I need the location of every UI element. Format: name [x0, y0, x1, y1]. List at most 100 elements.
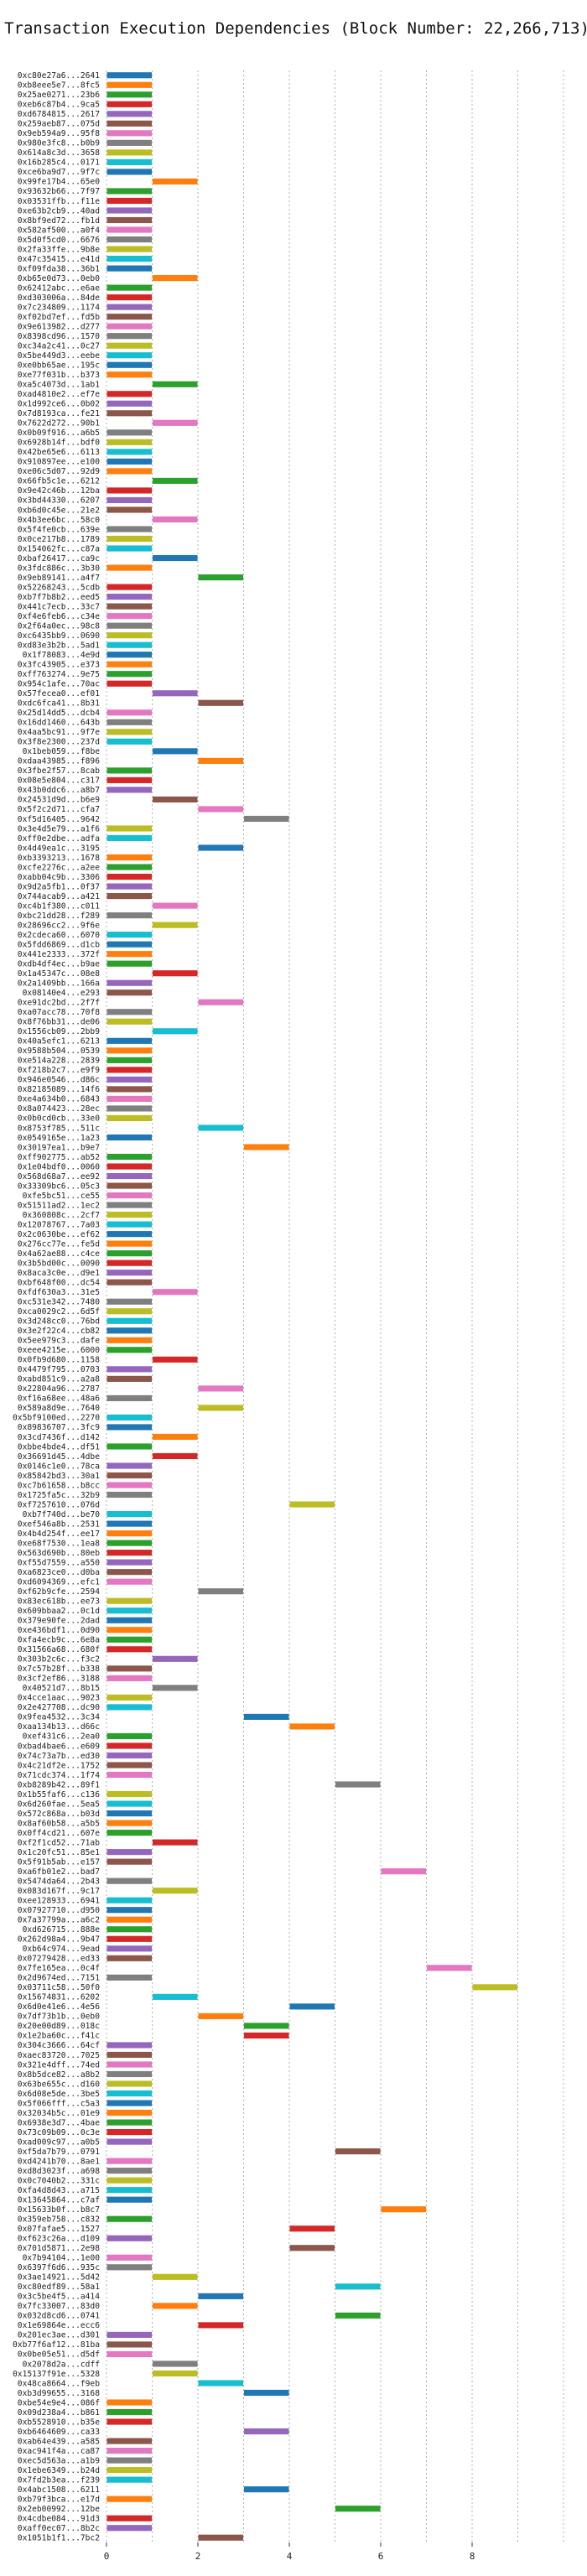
dependency-bar [153, 902, 198, 909]
row-label: 0xb64c974...9ead [23, 1945, 100, 1954]
dependency-bar [153, 2303, 198, 2309]
row-label: 0x3d248cc0...76bd [18, 1317, 100, 1327]
dependency-bar [289, 1501, 335, 1508]
row-label: 0xe514a228...2839 [18, 1057, 100, 1066]
row-label: 0x62412abc...e6ae [18, 283, 100, 293]
row-label: 0x25d14dd5...dcb4 [18, 709, 100, 718]
dependency-bar [153, 2370, 198, 2377]
dependency-bar [335, 2506, 381, 2512]
row-label-layer: 0xc80e27a6...26410xb8eee5e7...8fc50x25ae… [13, 71, 100, 2542]
dependency-bar [106, 81, 152, 88]
dependency-bar [106, 1820, 152, 1826]
row-label: 0xfdf630a3...31e5 [18, 1288, 100, 1297]
row-label: 0x0ce217b8...1789 [18, 535, 100, 544]
dependency-bar [106, 932, 152, 938]
dependency-bar [106, 825, 152, 832]
dependency-bar [106, 1482, 152, 1488]
dependency-bar [106, 91, 152, 98]
row-label: 0x1d992ce6...0b02 [18, 400, 100, 409]
dependency-bar [244, 2428, 289, 2435]
row-label: 0xe77f031b...b373 [18, 371, 100, 380]
dependency-bar [106, 139, 152, 146]
row-label: 0xbad4bae6...e609 [18, 1742, 100, 1751]
dependency-bar [106, 1916, 152, 1923]
dependency-bar [106, 2264, 152, 2271]
dependency-bar [289, 2225, 335, 2232]
row-label: 0x1f78083...4e9d [23, 651, 100, 660]
row-label: 0xbf648f00...dc54 [18, 1279, 100, 1288]
dependency-bar [289, 2003, 335, 2010]
row-label: 0x66fb5c1e...6212 [18, 477, 100, 486]
row-label: 0x31566a68...680f [18, 1645, 100, 1654]
dependency-bar [106, 468, 152, 475]
dependency-bar [106, 1105, 152, 1112]
dependency-bar [106, 584, 152, 590]
dependency-bar [153, 419, 198, 426]
row-label: 0xd6784815...2617 [18, 110, 100, 119]
dependency-bar [106, 2080, 152, 2087]
row-label: 0x304c3666...64cf [18, 2041, 100, 2050]
row-label: 0x51511ad2...1ec2 [18, 1201, 100, 1210]
dependency-bar [106, 2196, 152, 2203]
dependency-bar [106, 2109, 152, 2116]
row-label: 0x582af500...a0f4 [18, 226, 100, 235]
row-label: 0x7fe165ea...0c4f [18, 1964, 100, 1973]
row-label: 0x5be449d3...eebe [18, 351, 100, 361]
dependency-bar [153, 796, 198, 802]
row-label: 0x1e04bdf0...0060 [18, 1162, 100, 1171]
row-label: 0x0146c1e0...78ca [18, 1462, 100, 1471]
dependency-bar [106, 2187, 152, 2194]
row-label: 0x259aeb87...075d [18, 120, 100, 129]
row-label: 0x73c09b09...0c3e [18, 2128, 100, 2137]
row-label: 0x4abc1508...6211 [18, 2485, 100, 2495]
row-label: 0x7d8193ca...fe21 [18, 409, 100, 418]
row-label: 0x7df73b1b...0eb0 [18, 2012, 100, 2022]
row-label: 0x9eb89141...a4f7 [18, 574, 100, 583]
dependency-bar [153, 1289, 198, 1296]
row-label: 0x441c7ecb...33c7 [18, 602, 100, 611]
dependency-bar [289, 2245, 335, 2251]
dependency-bar [106, 2408, 152, 2416]
row-label: 0xe0bb65ae...195c [18, 361, 100, 371]
row-label: 0xf16a68ee...48a6 [18, 1394, 100, 1404]
row-label: 0xb3393213...1678 [18, 854, 100, 863]
row-label: 0x9e613982...d277 [18, 322, 100, 331]
dependency-bar [106, 1182, 152, 1189]
dependency-bar [106, 1298, 152, 1305]
dependency-bar [244, 2486, 289, 2493]
row-label: 0x40a5efc1...6213 [18, 1037, 100, 1046]
dependency-bar [153, 178, 198, 184]
row-label: 0xe63b2cb9...40ad [18, 206, 100, 216]
row-label: 0xfa4d8d43...a715 [18, 2186, 100, 2195]
row-label: 0x30197ea1...b9e7 [18, 1143, 100, 1152]
dependency-bar [106, 216, 152, 224]
dependency-bar [106, 979, 152, 986]
dependency-bar [106, 1907, 152, 1914]
dependency-bar [106, 1347, 152, 1353]
row-label: 0x3c5be4f5...a414 [18, 2293, 100, 2302]
dependency-bar [472, 1984, 517, 1991]
row-label: 0xf02bd7ef...fd5b [18, 313, 100, 322]
x-tick-label: 8 [470, 2551, 475, 2562]
row-label: 0x9fea4532...3c34 [18, 1713, 100, 1722]
dependency-bar [106, 1192, 152, 1199]
dependency-bar [335, 2312, 381, 2319]
row-label: 0x07927710...d950 [18, 1906, 100, 1915]
dependency-bar [106, 1018, 152, 1025]
row-label: 0x0b09f916...a6b5 [18, 428, 100, 438]
row-label: 0x9e42c46b...12ba [18, 486, 100, 496]
dependency-bar [106, 2457, 152, 2464]
dependency-bar [106, 1877, 152, 1884]
dependency-bar [106, 2350, 152, 2358]
row-label: 0x360808c...2cf7 [23, 1211, 101, 1220]
dependency-bar [153, 554, 198, 562]
grid-layer [106, 70, 564, 2542]
dependency-bar [106, 2341, 152, 2348]
dependency-bar [106, 564, 152, 571]
x-tick-layer: 0 2 4 6 8 [104, 2542, 475, 2562]
row-label: 0x5d0f5cd0...6676 [18, 236, 100, 245]
row-label: 0x1a45347c...08e8 [18, 969, 100, 979]
dependency-bar [106, 130, 152, 137]
row-label: 0x25ae0271...23b6 [18, 91, 100, 100]
